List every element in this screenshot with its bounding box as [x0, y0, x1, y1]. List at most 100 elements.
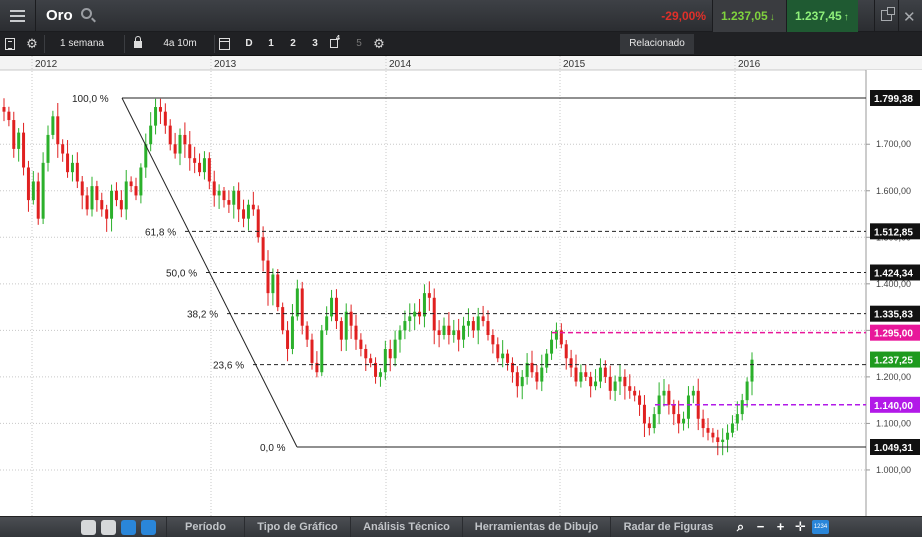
candle-body: [202, 158, 206, 173]
mode-daily-button[interactable]: D: [245, 38, 253, 49]
layout-settings-button[interactable]: ⚙: [370, 32, 388, 56]
search-icon[interactable]: [81, 8, 92, 19]
zoom-search-icon[interactable]: ⌕: [736, 519, 745, 534]
candle-body: [422, 293, 426, 317]
candle-body: [432, 297, 436, 331]
candle-body: [540, 367, 544, 382]
menu-tipo-grafico[interactable]: Tipo de Gráfico: [244, 517, 350, 537]
candle-body: [618, 376, 622, 382]
price-tag-fib618: [870, 223, 920, 240]
price-tag-current: [870, 351, 920, 368]
menu-herramientas-dibujo[interactable]: Herramientas de Dibujo: [462, 517, 610, 537]
candle-body: [105, 209, 109, 219]
candle-body: [735, 414, 739, 424]
candle-body: [564, 344, 568, 359]
price-tag-label-fib500: 1.424,34: [874, 269, 913, 280]
candle-body: [129, 181, 133, 187]
pencil-icon[interactable]: [121, 520, 136, 535]
price-tag-label-magenta: 1.295,00: [874, 329, 913, 340]
related-tab[interactable]: Relacionado: [620, 34, 694, 54]
candle-body: [305, 325, 309, 340]
menu-periodo[interactable]: Período: [166, 517, 244, 537]
layout-3-button[interactable]: 3: [306, 32, 324, 56]
candle-body: [589, 376, 593, 387]
chart-canvas[interactable]: 201220132014201520161.700,001.600,001.50…: [0, 56, 922, 516]
candle-body: [682, 418, 686, 424]
candle-body: [506, 353, 510, 363]
candle-body: [266, 260, 270, 294]
price-tag-label-fib618: 1.512,85: [874, 227, 913, 238]
layout-2-button[interactable]: 2: [290, 38, 296, 49]
candle-body: [662, 390, 666, 396]
price-chart[interactable]: 201220132014201520161.700,001.600,001.50…: [0, 56, 922, 516]
layout-1-button[interactable]: 1: [268, 38, 274, 49]
price-tag-label-purple: 1.140,00: [874, 401, 913, 412]
layout-4-button[interactable]: 4: [326, 32, 342, 56]
candle-body: [413, 311, 417, 317]
zoom-in-icon[interactable]: +: [776, 519, 785, 534]
candle-body: [574, 367, 578, 382]
interval-select[interactable]: 1 semana: [60, 38, 104, 49]
candle-body: [647, 423, 651, 429]
candle-body: [550, 339, 554, 354]
candle-body: [642, 404, 646, 424]
arrow-down-icon: ↓: [769, 12, 775, 23]
settings-button[interactable]: ⚙: [22, 32, 42, 56]
hamburger-icon[interactable]: [0, 0, 36, 32]
candle-body: [100, 200, 104, 210]
candle-body: [61, 144, 65, 154]
candle-body: [701, 418, 705, 429]
sort-icon[interactable]: [141, 520, 156, 535]
candle-body: [31, 181, 35, 201]
no-entry-icon[interactable]: [101, 520, 116, 535]
candle-body: [403, 321, 407, 331]
candle-body: [437, 330, 441, 336]
candle-body: [716, 437, 720, 443]
close-button[interactable]: ✕: [898, 0, 922, 32]
candle-body: [168, 125, 172, 145]
crosshair-icon[interactable]: ✛: [795, 519, 806, 534]
buy-price-button[interactable]: 1.237,45 ↑: [786, 0, 858, 32]
candle-body: [491, 335, 495, 345]
candle-body: [462, 325, 466, 340]
candle-body: [119, 200, 123, 210]
calendar-icon[interactable]: [219, 38, 230, 50]
candle-body: [66, 153, 70, 173]
candle-body: [383, 348, 387, 373]
detach-window-button[interactable]: [874, 0, 896, 32]
candle-body: [726, 432, 730, 440]
sell-price: 1.237,05: [721, 9, 768, 23]
candle-body: [501, 353, 505, 359]
range-select[interactable]: 4a 10m: [163, 38, 197, 49]
candle-body: [369, 358, 373, 363]
candle-body: [471, 321, 475, 331]
year-axis: [0, 56, 922, 70]
refresh-icon[interactable]: [81, 520, 96, 535]
candle-body: [276, 274, 280, 308]
candle-body: [271, 274, 275, 294]
menu-analisis-tecnico[interactable]: Análisis Técnico: [350, 517, 462, 537]
zoom-out-icon[interactable]: −: [756, 519, 765, 534]
candle-body: [154, 107, 158, 126]
gear-icon: ⚙: [373, 36, 385, 51]
data-badge[interactable]: 1234: [812, 520, 829, 534]
sell-price-button[interactable]: 1.237,05 ↓: [712, 0, 786, 32]
candle-body: [36, 181, 40, 219]
candle-body: [623, 376, 627, 387]
candle-body: [212, 181, 216, 196]
candle-body: [75, 162, 79, 182]
candle-body: [242, 209, 246, 219]
candle-body: [447, 325, 451, 336]
price-tag-label-high: 1.799,38: [874, 94, 913, 105]
candle-body: [457, 330, 461, 340]
candle-body: [222, 190, 226, 201]
price-tag-fib382: [870, 305, 920, 322]
menu-radar-figuras[interactable]: Radar de Figuras: [610, 517, 726, 537]
calculator-button[interactable]: [0, 32, 20, 56]
candle-body: [750, 359, 754, 382]
layout-5-button[interactable]: 5: [356, 38, 362, 49]
lock-icon[interactable]: [134, 36, 142, 48]
candle-body: [349, 311, 353, 326]
candle-body: [608, 376, 612, 391]
price-tag-fib500: [870, 264, 920, 281]
